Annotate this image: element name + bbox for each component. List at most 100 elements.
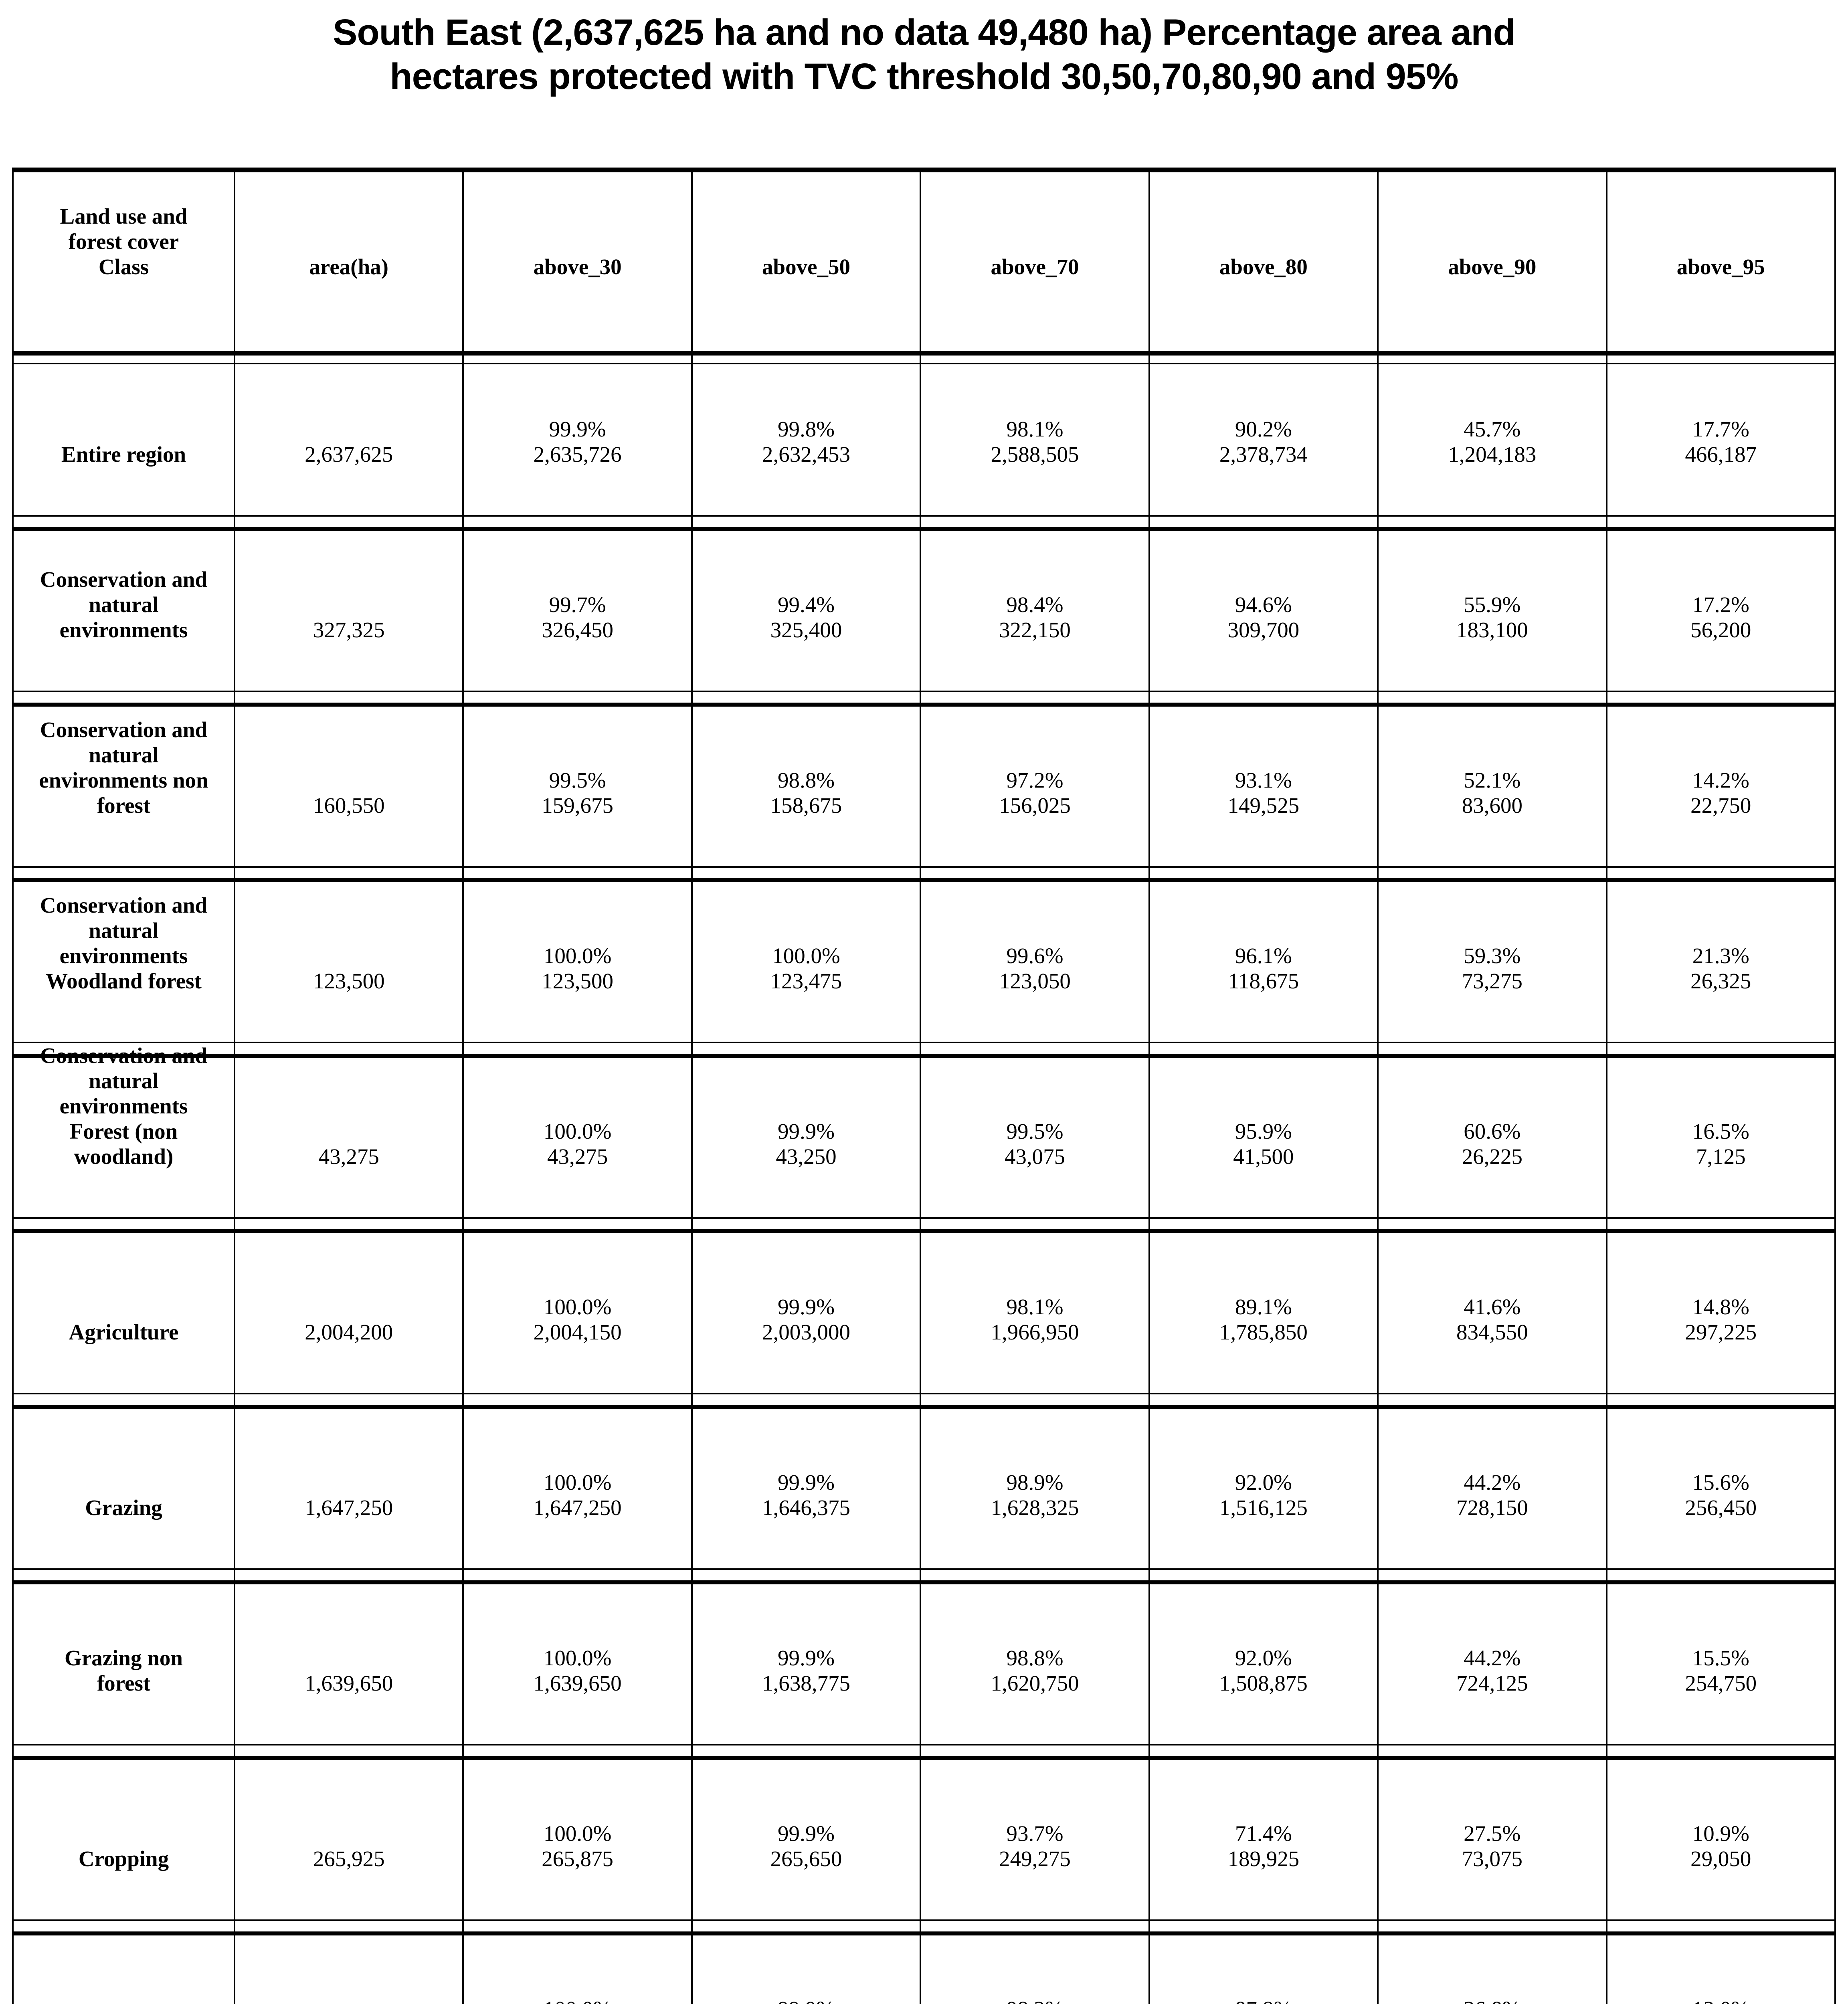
threshold-values: 59.3% 73,275	[1382, 943, 1602, 994]
header-cell-above-50: above_50	[693, 172, 922, 351]
threshold-values: 99.5% 159,675	[467, 768, 687, 818]
threshold-values: 99.7% 326,450	[467, 592, 687, 642]
percent-value: 100.0%	[772, 943, 840, 968]
percent-value: 99.8%	[778, 417, 835, 442]
hectares-value: 1,204,183	[1448, 442, 1537, 467]
threshold-cell: 100.0% 123,475	[693, 882, 922, 1054]
threshold-values: 44.2% 728,150	[1382, 1470, 1602, 1520]
threshold-cell: 100.0% 2,004,150	[464, 1233, 693, 1405]
header-label: above_80	[1219, 255, 1308, 279]
table-row: Grazing non forest 1,639,650 100.0% 1,639,6…	[12, 1568, 1836, 1756]
threshold-values: 71.4% 189,925	[1153, 1821, 1374, 1871]
threshold-cell: 90.2% 2,378,734	[1150, 356, 1379, 527]
header-cell-above-90: above_90	[1379, 172, 1607, 351]
area-cell: 327,325	[235, 531, 464, 703]
area-cell: 89,475	[235, 1935, 464, 2004]
row-label-cell: Cropping	[14, 1760, 235, 1931]
row-label: Agriculture	[69, 1320, 179, 1345]
row-label-cell: Grazing non forest	[14, 1584, 235, 1756]
page-title: South East (2,637,625 ha and no data 49,…	[333, 12, 1516, 97]
header-cell-above-95: above_95	[1607, 172, 1834, 351]
threshold-values: 99.9% 265,650	[696, 1821, 916, 1871]
table-body: Entire region 2,637,625 99.9% 2,635,726 99.8…	[12, 356, 1836, 2004]
area-cell: 160,550	[235, 707, 464, 878]
threshold-cell: 99.9% 2,003,000	[693, 1233, 922, 1405]
threshold-cell: 44.2% 724,125	[1379, 1584, 1607, 1756]
threshold-cell: 99.5% 43,075	[921, 1058, 1150, 1229]
threshold-values: 100.0% 2,004,150	[467, 1294, 687, 1345]
threshold-values: 93.7% 249,275	[924, 1821, 1145, 1871]
row-label-cell: Entire region	[14, 356, 235, 527]
percent-value: 97.2%	[1006, 768, 1064, 793]
header-label: above_30	[533, 255, 622, 279]
table-row: Conservation and natural environments no…	[12, 691, 1836, 878]
threshold-values: 93.1% 149,525	[1153, 768, 1374, 818]
threshold-cell: 98.9% 1,628,325	[921, 1409, 1150, 1580]
threshold-values: 10.9% 29,050	[1611, 1821, 1831, 1871]
percent-value: 93.1%	[1235, 768, 1292, 793]
threshold-cell: 17.7% 466,187	[1607, 356, 1834, 527]
hectares-value: 73,075	[1462, 1846, 1522, 1871]
hectares-value: 26,325	[1690, 969, 1751, 994]
hectares-value: 118,675	[1228, 969, 1299, 994]
percent-value: 89.1%	[1235, 1295, 1292, 1319]
percent-value: 17.7%	[1692, 417, 1749, 442]
percent-value: 99.9%	[778, 1119, 835, 1144]
row-label-cell: Grazing	[14, 1409, 235, 1580]
table-row: Grazing 1,647,250 100.0% 1,647,250 99.9% 1,64…	[12, 1393, 1836, 1580]
percent-value: 99.7%	[549, 592, 606, 617]
row-label-cell: Conservation and natural environments no…	[14, 707, 235, 878]
hectares-value: 2,378,734	[1219, 442, 1308, 467]
hectares-value: 728,150	[1456, 1495, 1528, 1520]
percent-value: 99.9%	[696, 1996, 916, 2004]
threshold-cell: 98.1% 1,966,950	[921, 1233, 1150, 1405]
header-label: above_90	[1448, 255, 1537, 279]
threshold-values: 15.5% 254,750	[1611, 1645, 1831, 1696]
hectares-value: 183,100	[1456, 618, 1528, 642]
hectares-value: 7,125	[1696, 1144, 1746, 1169]
threshold-cell: 21.3% 26,325	[1607, 882, 1834, 1054]
percent-value: 99.9%	[778, 1470, 835, 1495]
percent-value: 100.0%	[543, 1646, 612, 1671]
hectares-value: 1,646,375	[762, 1495, 851, 1520]
threshold-values: 100.0% 43,275	[467, 1119, 687, 1169]
area-value: 123,500	[313, 969, 385, 994]
threshold-values: 96.1% 118,675	[1153, 943, 1374, 994]
percent-value: 59.3%	[1464, 943, 1521, 968]
threshold-cell: 27.5% 73,075	[1379, 1760, 1607, 1931]
threshold-values: 89.1% 1,785,850	[1153, 1294, 1374, 1345]
area-value: 1,647,250	[305, 1495, 393, 1520]
threshold-values: 60.6% 26,225	[1382, 1119, 1602, 1169]
threshold-values: 27.5% 73,075	[1382, 1821, 1602, 1871]
threshold-cell: 98.2%87,825	[921, 1935, 1150, 2004]
threshold-cell: 92.0% 1,516,125	[1150, 1409, 1379, 1580]
percent-value: 41.6%	[1464, 1295, 1521, 1319]
header-cell-above-80: above_80	[1150, 172, 1379, 351]
hectares-value: 123,050	[999, 969, 1071, 994]
percent-value: 98.1%	[1006, 417, 1064, 442]
hectares-value: 158,675	[770, 793, 842, 818]
hectares-value: 22,750	[1690, 793, 1751, 818]
area-cell: 1,647,250	[235, 1409, 464, 1580]
percent-value: 100.0%	[543, 1119, 612, 1144]
threshold-values: 100.0% 1,647,250	[467, 1470, 687, 1520]
threshold-cell: 99.7% 326,450	[464, 531, 693, 703]
hectares-value: 41,500	[1233, 1144, 1294, 1169]
threshold-cell: 87.8%78,525	[1150, 1935, 1379, 2004]
hectares-value: 123,475	[770, 969, 842, 994]
table-row: Cropping 265,925 100.0% 265,875 99.9% 265,650…	[12, 1744, 1836, 1931]
percent-value: 98.9%	[1006, 1470, 1064, 1495]
threshold-cell: 100.0%89,475	[464, 1935, 693, 2004]
table-row: Agriculture 2,004,200 100.0% 2,004,150 99.9%…	[12, 1217, 1836, 1405]
percent-value: 100.0%	[467, 1996, 687, 2004]
threshold-cell: 55.9% 183,100	[1379, 531, 1607, 703]
threshold-cell: 98.8% 158,675	[693, 707, 922, 878]
threshold-values: 17.2% 56,200	[1611, 592, 1831, 642]
header-cell-above-30: above_30	[464, 172, 693, 351]
percent-value: 100.0%	[543, 1295, 612, 1319]
threshold-values: 13.0%11,650	[1611, 1996, 1831, 2004]
threshold-cell: 100.0% 123,500	[464, 882, 693, 1054]
threshold-values: 44.2% 724,125	[1382, 1645, 1602, 1696]
percent-value: 44.2%	[1464, 1470, 1521, 1495]
hectares-value: 1,647,250	[533, 1495, 622, 1520]
